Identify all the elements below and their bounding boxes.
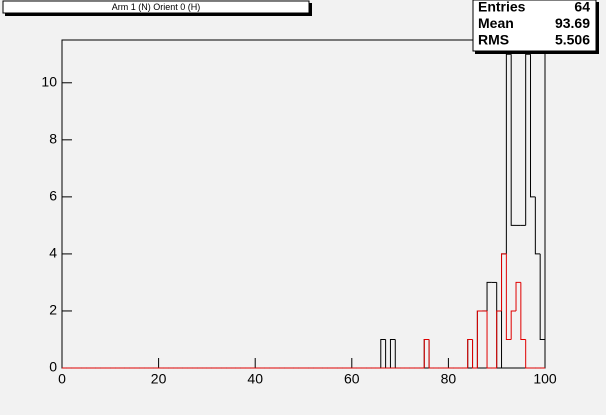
histogram-bin: [510, 54, 517, 226]
y-tick-label: 4: [49, 245, 57, 261]
histogram-bin: [534, 196, 541, 255]
histogram-bin: [525, 339, 531, 369]
histogram-bin: [520, 282, 526, 340]
histogram-bin: [423, 338, 430, 368]
x-tick-label: 40: [247, 371, 263, 387]
chart-title: Arm 1 (N) Orient 0 (H): [112, 2, 201, 12]
y-tick-label: 2: [49, 302, 57, 318]
histogram-bin: [467, 338, 473, 368]
y-tick-label: 6: [49, 188, 57, 204]
stats-label: RMS: [478, 32, 509, 48]
stats-value: 93.69: [555, 15, 590, 31]
stats-value: 5.506: [555, 32, 590, 48]
histogram-bin: [486, 281, 492, 311]
histogram-bin: [505, 53, 512, 254]
histogram-bin: [486, 310, 492, 369]
histogram-bin: [539, 253, 546, 368]
histogram-bin: [476, 310, 483, 368]
stats-frame: [472, 0, 597, 52]
histogram-bin: [380, 338, 386, 368]
histogram-series: [62, 253, 545, 369]
histogram-bin: [510, 310, 517, 340]
histogram-bin: [428, 339, 434, 369]
histogram-bin: [496, 310, 502, 368]
histogram-bin: [501, 253, 507, 311]
histogram-bin: [525, 53, 531, 226]
x-tick-label: 80: [441, 371, 457, 387]
histogram-bin: [389, 338, 396, 368]
title-box: [2, 0, 310, 14]
x-tick-label: 0: [58, 371, 66, 387]
y-tick-label: 0: [49, 359, 57, 375]
x-tick-label: 100: [533, 371, 557, 387]
stats-box: Entries 64 Mean 93.69 RMS 5.506: [472, 0, 599, 54]
x-tick-label: 20: [151, 371, 167, 387]
histogram-bin: [515, 281, 521, 311]
stats-label: Entries: [478, 0, 526, 15]
y-tick-label: 10: [41, 73, 57, 89]
histogram-bin: [530, 54, 536, 198]
histogram-bin: [505, 253, 512, 340]
histogram-bin: [472, 339, 478, 369]
y-tick-label: 8: [49, 131, 57, 147]
stats-value: 64: [574, 0, 590, 15]
stats-label: Mean: [478, 15, 514, 31]
x-tick-label: 60: [344, 371, 360, 387]
